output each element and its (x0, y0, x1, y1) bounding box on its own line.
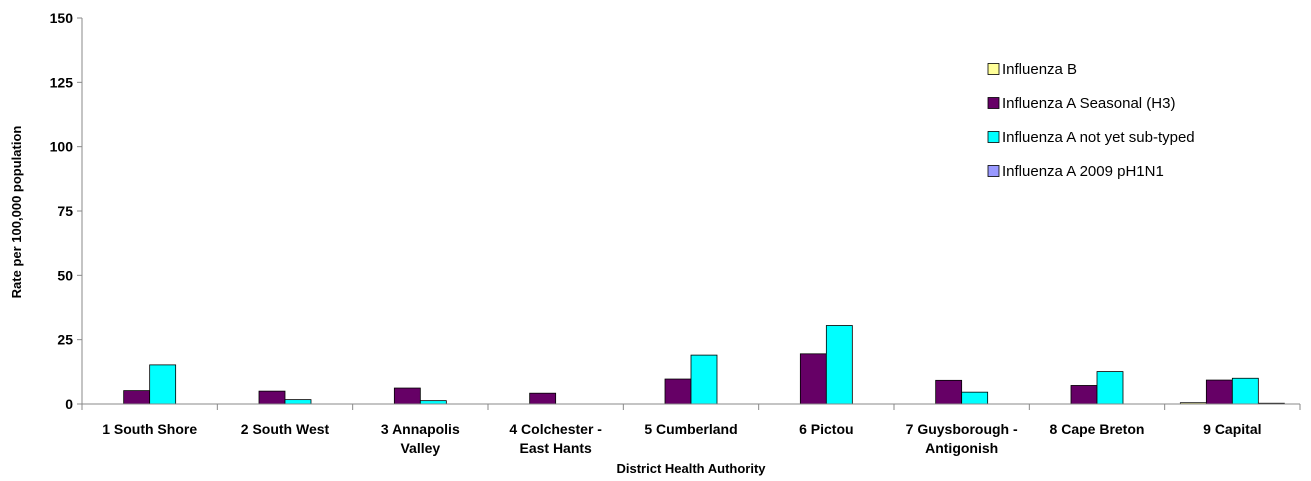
x-axis-ticks (81, 404, 1301, 410)
bar (825, 325, 853, 405)
x-category-label: 8 Cape Breton (1050, 421, 1145, 437)
x-category-label: 2 South West (241, 421, 330, 437)
bar (258, 390, 286, 405)
y-tick-label: 100 (50, 139, 74, 155)
bar (284, 399, 312, 405)
x-category-label: Antigonish (925, 440, 998, 456)
x-axis-title: District Health Authority (616, 461, 766, 476)
bars (123, 325, 1285, 405)
y-tick-label: 150 (50, 10, 74, 26)
legend-swatch (987, 131, 1000, 143)
legend-swatch (987, 165, 1000, 177)
x-axis-labels: 1 South Shore 2 South West 3 Annapolis Vall… (102, 421, 1261, 456)
bar (799, 353, 827, 405)
y-tick-label: 0 (65, 396, 73, 412)
y-tick-label: 75 (57, 203, 73, 219)
legend-swatch (987, 97, 1000, 109)
x-category-label: 9 Capital (1203, 421, 1261, 437)
bar (529, 392, 557, 405)
bar (1070, 385, 1098, 405)
x-category-label: 6 Pictou (799, 421, 853, 437)
bar (1231, 377, 1259, 405)
bar (664, 378, 692, 405)
y-axis-ticks: 0 25 50 75 100 125 150 (50, 10, 82, 412)
legend: Influenza B Influenza A Seasonal (H3) Infl… (987, 61, 1195, 180)
legend-label: Influenza A 2009 pH1N1 (1002, 163, 1164, 180)
bar (690, 354, 718, 405)
y-tick-label: 125 (50, 74, 74, 90)
x-category-label: 4 Colchester - (509, 421, 602, 437)
x-category-label: 7 Guysborough - (906, 421, 1018, 437)
y-tick-label: 25 (57, 332, 73, 348)
x-category-label: 5 Cumberland (644, 421, 737, 437)
legend-label: Influenza A Seasonal (H3) (1002, 95, 1175, 112)
bar (961, 391, 989, 405)
y-tick-label: 50 (57, 267, 73, 283)
legend-label: Influenza A not yet sub-typed (1002, 129, 1195, 146)
x-category-label: 3 Annapolis (381, 421, 460, 437)
legend-label: Influenza B (1002, 61, 1077, 78)
x-category-label: Valley (400, 440, 440, 456)
bar (393, 387, 421, 405)
bar (123, 390, 151, 405)
x-category-label: 1 South Shore (102, 421, 197, 437)
bar (935, 379, 963, 405)
x-category-label: East Hants (519, 440, 592, 456)
bar (1205, 379, 1233, 405)
bar (149, 364, 177, 405)
y-axis-title: Rate per 100,000 population (9, 126, 24, 299)
legend-swatch (987, 63, 1000, 75)
bar (1096, 371, 1124, 405)
bar (419, 400, 447, 405)
